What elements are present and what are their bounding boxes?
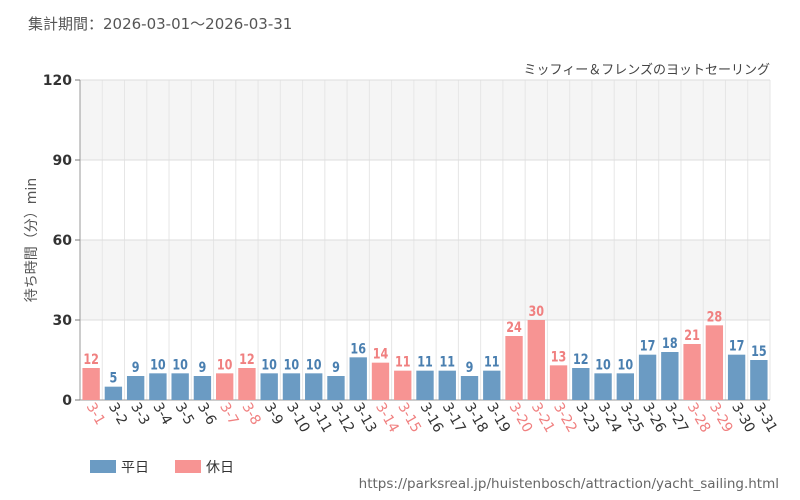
bar	[750, 360, 768, 400]
bar	[705, 325, 724, 400]
bar-value-label: 10	[217, 356, 233, 373]
plot-band	[80, 80, 770, 160]
y-axis-label: 待ち時間（分）min	[24, 178, 40, 302]
bar	[149, 373, 167, 400]
bar-value-label: 10	[306, 356, 322, 373]
x-tick-label: 3-7	[216, 400, 241, 428]
bar-value-label: 17	[640, 337, 656, 354]
x-tick-label: 3-3	[127, 400, 152, 428]
y-tick-label: 30	[53, 313, 73, 329]
bar-value-label: 9	[332, 359, 340, 376]
bar-value-label: 21	[684, 327, 700, 344]
bar-value-label: 12	[83, 351, 99, 368]
y-tick-label: 120	[43, 73, 72, 89]
bar-value-label: 9	[132, 359, 140, 376]
legend-swatch	[90, 460, 116, 473]
x-axis-ticks: 3-13-23-33-43-53-63-73-83-93-103-113-123…	[83, 400, 780, 436]
bar-value-label: 11	[417, 353, 433, 370]
bar-value-label: 28	[707, 308, 723, 325]
x-tick-label: 3-8	[238, 400, 263, 428]
bar	[349, 357, 367, 400]
bar-value-label: 9	[199, 359, 207, 376]
x-tick-label: 3-1	[83, 400, 108, 428]
bar	[305, 373, 323, 400]
bar	[193, 376, 212, 400]
bar	[661, 352, 679, 400]
bar	[438, 370, 456, 400]
bar	[327, 376, 345, 400]
bar	[727, 354, 746, 400]
bar	[683, 344, 701, 400]
bar	[638, 354, 657, 400]
bar	[549, 365, 568, 400]
y-axis-ticks: 0 30 60 90 120	[43, 73, 80, 409]
bar	[572, 368, 590, 400]
bar	[594, 373, 612, 400]
bar	[82, 368, 100, 400]
plot-band	[80, 160, 770, 240]
y-tick-label: 90	[53, 153, 73, 169]
y-tick-label: 0	[62, 393, 72, 409]
bar	[371, 362, 390, 400]
bar-value-label: 30	[529, 303, 545, 320]
bar	[282, 373, 301, 400]
bar	[171, 373, 189, 400]
bar-value-label: 10	[284, 356, 300, 373]
plot-band	[80, 240, 770, 320]
bar-value-label: 13	[551, 348, 567, 365]
bar-value-label: 18	[662, 335, 678, 352]
bar	[104, 386, 123, 400]
bar-value-label: 5	[109, 369, 117, 386]
x-tick-label: 3-4	[149, 400, 174, 428]
bar-value-label: 11	[439, 353, 455, 370]
x-tick-label: 3-2	[105, 400, 130, 428]
bar-value-label: 14	[373, 345, 389, 362]
x-tick-label: 3-31	[750, 400, 780, 436]
bar	[260, 373, 278, 400]
y-tick-label: 60	[53, 233, 73, 249]
legend: 平日 休日	[90, 460, 234, 476]
bar-value-label: 15	[751, 343, 767, 360]
bar-value-label: 17	[729, 337, 745, 354]
legend-swatch	[175, 460, 201, 473]
bar	[527, 320, 545, 400]
bar-value-label: 12	[573, 351, 589, 368]
bar-value-label: 9	[466, 359, 474, 376]
bar-value-label: 10	[150, 356, 166, 373]
bar	[394, 370, 412, 400]
bar	[616, 373, 635, 400]
period-label: 集計期間：2026-03-01～2026-03-31	[28, 15, 292, 33]
bar	[460, 376, 479, 400]
bar	[238, 368, 256, 400]
bar-value-label: 11	[484, 353, 500, 370]
bar	[483, 370, 501, 400]
legend-label: 平日	[121, 460, 149, 476]
bar-value-label: 24	[506, 319, 522, 336]
bar	[505, 336, 523, 400]
legend-label: 休日	[206, 460, 234, 476]
x-tick-label: 3-5	[172, 400, 197, 428]
bar	[126, 376, 145, 400]
bar-value-label: 10	[618, 356, 634, 373]
bar-value-label: 10	[261, 356, 277, 373]
chart-title: ミッフィー＆フレンズのヨットセーリング	[524, 62, 770, 78]
plot-background	[80, 80, 770, 400]
x-tick-label: 3-6	[194, 400, 219, 428]
x-tick-label: 3-9	[261, 400, 286, 428]
bar-value-label: 10	[595, 356, 611, 373]
bar-value-label: 16	[350, 340, 366, 357]
bar	[416, 370, 434, 400]
bar-value-label: 10	[172, 356, 188, 373]
source-url: https://parksreal.jp/huistenbosch/attrac…	[359, 476, 779, 492]
bar-value-label: 12	[239, 351, 255, 368]
bar	[215, 373, 234, 400]
bar-value-label: 11	[395, 353, 411, 370]
